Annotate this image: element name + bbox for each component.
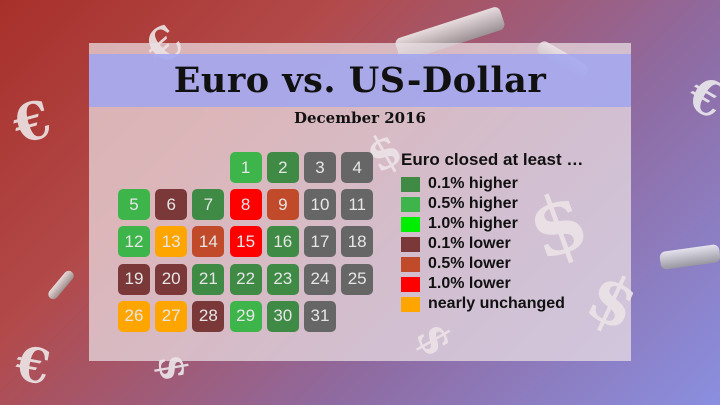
day-cell: 28 [192, 300, 225, 332]
day-cell: 2 [266, 152, 299, 183]
day-cell: 18 [341, 226, 374, 258]
legend-item: 1.0% higher [401, 215, 518, 233]
euro-sign-icon: € [6, 88, 58, 157]
legend-label: nearly unchanged [428, 295, 565, 312]
title-band: Euro vs. US-Dollar [89, 54, 631, 107]
day-cell: 9 [266, 189, 299, 221]
day-cell: 29 [229, 300, 262, 332]
day-cell: 17 [304, 226, 336, 258]
euro-sign-icon: € [11, 335, 55, 397]
day-cell: 6 [155, 189, 188, 221]
day-cell: 14 [192, 226, 225, 258]
day-cell: 4 [341, 152, 374, 183]
legend-title: Euro closed at least … [401, 150, 584, 169]
day-cell: 23 [266, 263, 299, 295]
day-cell: 22 [229, 263, 262, 295]
day-cell: 20 [155, 263, 188, 295]
legend-item: 1.0% lower [401, 275, 511, 293]
legend-swatch [401, 236, 420, 252]
legend-item: 0.5% lower [401, 255, 511, 273]
day-cell: 13 [155, 226, 188, 258]
legend-item: 0.1% higher [401, 175, 518, 193]
legend-swatch [401, 276, 420, 292]
legend-swatch [401, 256, 420, 272]
day-cell: 7 [192, 189, 225, 221]
day-cell: 12 [118, 226, 150, 258]
day-cell: 27 [155, 300, 188, 332]
coin-bar-decoration [46, 268, 76, 302]
legend-item: nearly unchanged [401, 295, 565, 313]
day-cell: 8 [229, 189, 262, 221]
day-cell: 26 [118, 300, 150, 332]
day-cell: 21 [192, 263, 225, 295]
month-subtitle: December 2016 [293, 109, 426, 127]
day-cell: 19 [118, 263, 150, 295]
legend-item: 0.1% lower [401, 235, 511, 253]
day-cell: 11 [341, 189, 374, 221]
day-cell: 5 [118, 189, 150, 221]
euro-sign-icon: € [678, 65, 720, 131]
day-cell: 24 [304, 263, 336, 295]
legend-swatch [401, 216, 420, 232]
legend-swatch [401, 196, 420, 212]
legend-label: 1.0% lower [428, 275, 511, 292]
legend-label: 0.1% higher [428, 175, 518, 192]
legend-label: 0.5% higher [428, 195, 518, 212]
day-cell: 30 [266, 300, 299, 332]
legend-swatch [401, 176, 420, 192]
day-cell: 15 [229, 226, 262, 258]
page-title: Euro vs. US-Dollar [173, 60, 547, 101]
day-cell: 16 [266, 226, 299, 258]
day-cell: 3 [304, 152, 336, 183]
legend-label: 0.1% lower [428, 235, 511, 252]
legend-label: 0.5% lower [428, 255, 511, 272]
legend-swatch [401, 296, 420, 312]
coin-bar-decoration [659, 243, 720, 271]
day-cell: 31 [304, 300, 336, 332]
legend-label: 1.0% higher [428, 215, 518, 232]
day-cell: 10 [304, 189, 336, 221]
day-cell: 25 [341, 263, 374, 295]
day-cell: 1 [229, 152, 262, 183]
legend-item: 0.5% higher [401, 195, 518, 213]
